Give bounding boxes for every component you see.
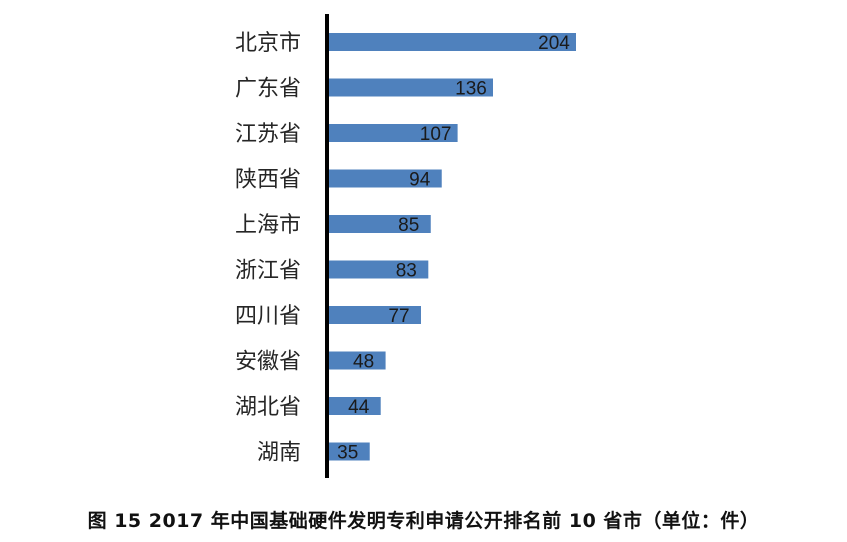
- bar: [327, 215, 431, 233]
- data-label: 44: [348, 397, 370, 418]
- bar: [327, 351, 386, 370]
- data-label: 35: [337, 443, 358, 464]
- figure-caption: 图 15 2017 年中国基础硬件发明专利申请公开排名前 10 省市（单位：件）: [87, 510, 760, 532]
- bar: [327, 33, 576, 51]
- data-label: 107: [420, 124, 452, 145]
- bar: [327, 78, 493, 97]
- category-label: 广东省: [235, 77, 301, 102]
- category-label: 陕西省: [235, 168, 301, 193]
- bars-group: [327, 33, 576, 461]
- category-label: 湖北省: [235, 395, 301, 420]
- category-label: 四川省: [235, 304, 301, 329]
- category-label: 江苏省: [235, 122, 301, 147]
- value-labels-group: 204 136 107 94 85 83 77 48 44 35: [337, 33, 570, 464]
- category-label: 浙江省: [235, 259, 301, 284]
- category-label: 北京市: [235, 31, 301, 56]
- data-label: 85: [398, 215, 419, 236]
- bar: [327, 442, 370, 461]
- data-label: 204: [538, 33, 570, 54]
- bar: [327, 397, 381, 415]
- category-label: 湖南: [257, 441, 301, 466]
- bar: [327, 306, 421, 324]
- category-label: 安徽省: [235, 350, 301, 375]
- bar: [327, 124, 458, 142]
- bar: [327, 169, 442, 188]
- bar: [327, 260, 429, 279]
- data-label: 77: [388, 306, 409, 327]
- data-label: 94: [409, 170, 431, 191]
- category-label: 上海市: [235, 213, 301, 238]
- data-label: 48: [353, 352, 374, 373]
- data-label: 83: [396, 261, 417, 282]
- data-label: 136: [455, 79, 487, 100]
